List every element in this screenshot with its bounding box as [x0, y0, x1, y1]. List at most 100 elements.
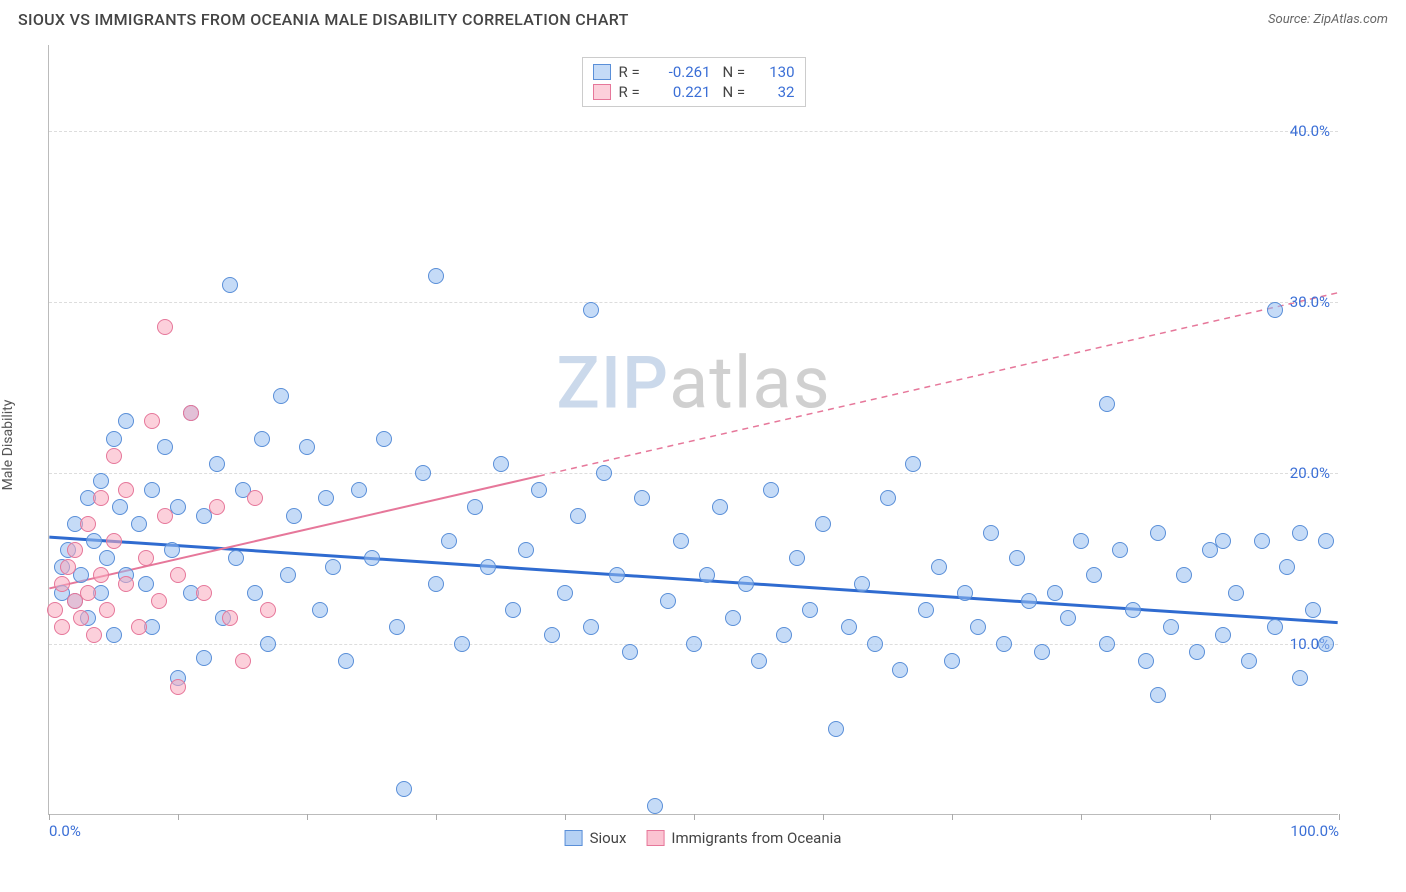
data-point — [725, 610, 741, 626]
data-point — [905, 456, 921, 472]
data-point — [634, 490, 650, 506]
n-label: N = — [723, 83, 751, 101]
data-point — [1215, 533, 1231, 549]
data-point — [60, 559, 76, 575]
data-point — [106, 533, 122, 549]
data-point — [86, 627, 102, 643]
chart-title: SIOUX VS IMMIGRANTS FROM OCEANIA MALE DI… — [18, 10, 629, 29]
data-point — [570, 508, 586, 524]
data-point — [1292, 525, 1308, 541]
data-point — [106, 431, 122, 447]
data-point — [93, 473, 109, 489]
data-point — [1163, 619, 1179, 635]
data-point — [170, 679, 186, 695]
data-point — [583, 619, 599, 635]
data-point — [247, 490, 263, 506]
data-point — [480, 559, 496, 575]
data-point — [699, 567, 715, 583]
data-point — [1241, 653, 1257, 669]
data-point — [280, 567, 296, 583]
data-point — [583, 302, 599, 318]
data-point — [1267, 619, 1283, 635]
data-point — [505, 602, 521, 618]
data-point — [1215, 627, 1231, 643]
data-point — [1189, 644, 1205, 660]
data-point — [1060, 610, 1076, 626]
data-point — [222, 277, 238, 293]
data-point — [312, 602, 328, 618]
data-point — [157, 439, 173, 455]
data-point — [1073, 533, 1089, 549]
data-point — [99, 602, 115, 618]
data-point — [647, 798, 663, 814]
legend-stat-row: R =-0.261N =130 — [593, 62, 795, 82]
data-point — [776, 627, 792, 643]
data-point — [738, 576, 754, 592]
data-point — [544, 627, 560, 643]
data-point — [54, 619, 70, 635]
data-point — [131, 619, 147, 635]
data-point — [789, 550, 805, 566]
data-point — [1009, 550, 1025, 566]
y-axis-label: Male Disability — [0, 400, 16, 491]
data-point — [467, 499, 483, 515]
data-point — [441, 533, 457, 549]
data-point — [1099, 636, 1115, 652]
data-point — [209, 499, 225, 515]
data-point — [338, 653, 354, 669]
legend-swatch — [593, 64, 611, 80]
data-point — [157, 508, 173, 524]
r-value: 0.221 — [655, 83, 711, 101]
data-point — [376, 431, 392, 447]
x-tick — [1081, 814, 1082, 820]
legend-swatch — [593, 84, 611, 100]
x-tick — [823, 814, 824, 820]
data-point — [918, 602, 934, 618]
data-point — [1150, 525, 1166, 541]
x-tick — [49, 814, 50, 820]
data-point — [1138, 653, 1154, 669]
data-point — [209, 456, 225, 472]
x-tick — [1210, 814, 1211, 820]
legend-series: SiouxImmigrants from Oceania — [565, 829, 842, 847]
data-point — [1086, 567, 1102, 583]
legend-stat-row: R =0.221N =32 — [593, 82, 795, 102]
data-point — [867, 636, 883, 652]
n-value: 130 — [759, 63, 795, 81]
data-point — [1125, 602, 1141, 618]
data-point — [841, 619, 857, 635]
n-label: N = — [723, 63, 751, 81]
legend-item: Immigrants from Oceania — [646, 829, 841, 847]
data-point — [622, 644, 638, 660]
data-point — [1305, 602, 1321, 618]
r-label: R = — [619, 83, 647, 101]
plot-area: ZIPatlas R =-0.261N =130R =0.221N =32 10… — [48, 45, 1338, 815]
data-point — [196, 585, 212, 601]
data-point — [673, 533, 689, 549]
x-tick-label: 0.0% — [49, 822, 81, 840]
data-point — [531, 482, 547, 498]
x-tick — [1339, 814, 1340, 820]
data-point — [396, 781, 412, 797]
data-point — [228, 550, 244, 566]
data-point — [67, 542, 83, 558]
data-point — [1318, 636, 1334, 652]
data-point — [260, 602, 276, 618]
data-point — [183, 405, 199, 421]
data-point — [415, 465, 431, 481]
data-point — [983, 525, 999, 541]
data-point — [1228, 585, 1244, 601]
data-point — [157, 319, 173, 335]
legend-stats: R =-0.261N =130R =0.221N =32 — [582, 57, 806, 107]
data-point — [518, 542, 534, 558]
data-point — [609, 567, 625, 583]
x-tick — [694, 814, 695, 820]
data-point — [1099, 396, 1115, 412]
data-point — [47, 602, 63, 618]
data-point — [325, 559, 341, 575]
data-point — [118, 482, 134, 498]
data-point — [1318, 533, 1334, 549]
data-point — [138, 576, 154, 592]
x-tick — [178, 814, 179, 820]
data-point — [112, 499, 128, 515]
